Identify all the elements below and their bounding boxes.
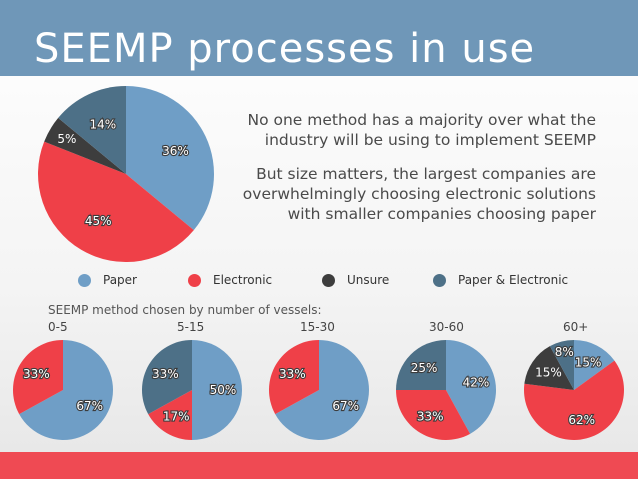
legend-swatch-electronic bbox=[188, 273, 201, 287]
intro-text: No one method has a majority over what t… bbox=[238, 110, 596, 238]
pie-label-paper: 50% bbox=[210, 383, 237, 397]
pie-slice-unsure bbox=[524, 346, 574, 390]
group-label-60-plus: 60+ bbox=[563, 320, 589, 334]
pie-slice-paper bbox=[192, 340, 242, 440]
pie-slice-electronic bbox=[38, 141, 194, 262]
pie-chart-15-30: 67% 33% bbox=[268, 340, 369, 440]
intro-line-1: No one method has a majority over what t… bbox=[247, 111, 597, 149]
pie-label-electronic: 62% bbox=[568, 413, 595, 427]
pie-label-paper: 67% bbox=[332, 399, 359, 413]
group-label-5-15: 5-15 bbox=[177, 320, 205, 334]
pie-chart-60: 15%62%15%8% bbox=[523, 339, 624, 440]
pie-slice-paper bbox=[19, 340, 113, 440]
pie-slice-electronic bbox=[12, 340, 64, 415]
pie-slice-paper bbox=[126, 86, 215, 231]
legend-label-paper-electronic: Paper & Electronic bbox=[458, 273, 569, 287]
legend-item-paper: Paper bbox=[78, 270, 137, 290]
legend-item-electronic: Electronic bbox=[188, 270, 272, 290]
pie-label-paper: 67% bbox=[76, 399, 103, 413]
pie-slice-unsure bbox=[44, 117, 126, 174]
pie-label-paper-electronic: 33% bbox=[152, 367, 179, 381]
pie-label-electronic: 45% bbox=[85, 214, 112, 228]
footer-bar bbox=[0, 452, 638, 479]
pie-slice-electronic bbox=[148, 390, 192, 440]
pie-label-paper: 42% bbox=[463, 375, 490, 389]
pie-slice-electronic bbox=[523, 360, 624, 440]
pie-label-paper: 15% bbox=[575, 355, 602, 369]
pie-label-electronic: 33% bbox=[417, 410, 444, 424]
pie-chart-30-60: 42% 33% 25% bbox=[395, 340, 497, 441]
pie-chart-overall: 36% 45% 5% 14% bbox=[38, 86, 215, 262]
legend: Paper Electronic Unsure Paper & Electron… bbox=[78, 270, 598, 290]
header-bar: SEEMP processes in use bbox=[0, 0, 638, 76]
legend-label-unsure: Unsure bbox=[347, 273, 390, 287]
pie-slice-paper bbox=[446, 340, 497, 434]
legend-item-paper-electronic: Paper & Electronic bbox=[433, 270, 568, 290]
pie-slice-paper-electronic bbox=[141, 340, 192, 415]
legend-label-electronic: Electronic bbox=[213, 273, 273, 287]
pie-label-electronic: 33% bbox=[23, 367, 50, 381]
pie-label-unsure: 15% bbox=[535, 366, 562, 380]
pie-label-unsure: 5% bbox=[57, 132, 76, 146]
pie-slice-electronic bbox=[395, 390, 471, 441]
legend-swatch-unsure bbox=[322, 273, 335, 287]
legend-item-unsure: Unsure bbox=[322, 270, 389, 290]
section-subtitle: SEEMP method chosen by number of vessels… bbox=[48, 303, 322, 317]
pie-chart-5-15: 50% 17% 33% bbox=[141, 340, 242, 440]
pie-label-paper: 36% bbox=[162, 144, 189, 158]
pie-label-paper-electronic: 8% bbox=[555, 345, 574, 359]
legend-label-paper: Paper bbox=[103, 273, 137, 287]
pie-slice-paper-electronic bbox=[396, 340, 446, 390]
pie-slice-paper-electronic bbox=[58, 86, 126, 174]
pie-slice-paper bbox=[275, 340, 369, 440]
pie-label-paper-electronic: 14% bbox=[89, 118, 116, 132]
pie-slice-paper-electronic bbox=[549, 339, 574, 390]
pie-slice-electronic bbox=[268, 340, 319, 415]
pie-label-paper-electronic: 25% bbox=[411, 361, 438, 375]
pie-chart-0-5: 67% 33% bbox=[12, 340, 113, 440]
group-label-15-30: 15-30 bbox=[300, 320, 335, 334]
group-label-0-5: 0-5 bbox=[48, 320, 68, 334]
pie-slice-paper bbox=[574, 340, 615, 390]
page-title: SEEMP processes in use bbox=[34, 26, 536, 72]
group-label-30-60: 30-60 bbox=[429, 320, 464, 334]
pie-label-electronic: 17% bbox=[163, 410, 190, 424]
legend-swatch-paper bbox=[78, 273, 91, 287]
pie-label-electronic: 33% bbox=[279, 367, 306, 381]
legend-swatch-paper-electronic bbox=[433, 273, 446, 287]
intro-line-2: But size matters, the largest companies … bbox=[242, 165, 596, 223]
